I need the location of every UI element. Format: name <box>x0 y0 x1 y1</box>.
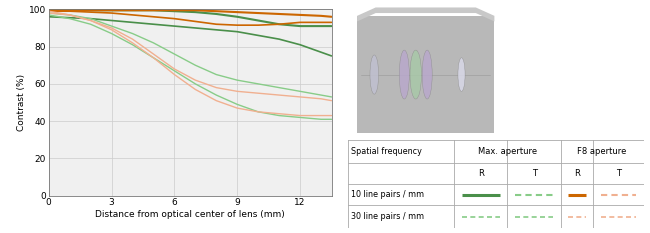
Text: Spatial frequency: Spatial frequency <box>351 147 422 156</box>
Text: F8 aperture: F8 aperture <box>577 147 627 156</box>
Ellipse shape <box>458 58 465 91</box>
Ellipse shape <box>410 50 421 99</box>
Text: R: R <box>478 169 484 178</box>
Text: 30 line pairs / mm: 30 line pairs / mm <box>351 212 424 221</box>
Polygon shape <box>357 7 495 21</box>
Ellipse shape <box>370 55 378 94</box>
Text: T: T <box>616 169 621 178</box>
Text: T: T <box>532 169 536 178</box>
Text: 10 line pairs / mm: 10 line pairs / mm <box>351 190 424 199</box>
Ellipse shape <box>422 50 432 99</box>
X-axis label: Distance from optical center of lens (mm): Distance from optical center of lens (mm… <box>96 210 285 219</box>
Text: Max. aperture: Max. aperture <box>478 147 537 156</box>
Ellipse shape <box>399 50 410 99</box>
FancyBboxPatch shape <box>357 16 495 133</box>
Y-axis label: Contrast (%): Contrast (%) <box>17 74 26 131</box>
Text: R: R <box>574 169 580 178</box>
